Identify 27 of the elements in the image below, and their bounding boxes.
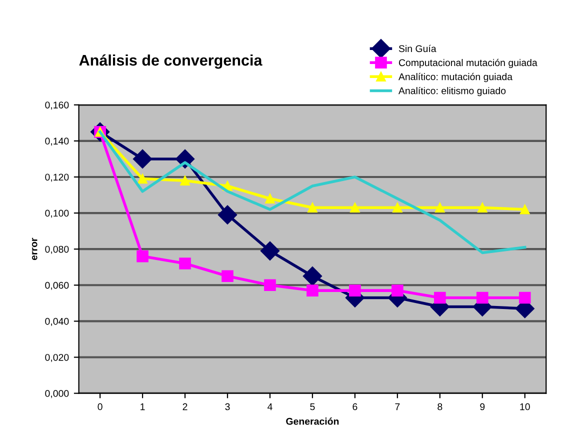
x-tick-label: 1	[140, 403, 145, 410]
x-axis-title: Generación	[286, 418, 339, 425]
y-tick-label: 0,020	[45, 354, 69, 362]
x-tick-label: 10	[520, 403, 530, 410]
y-axis-title: error	[32, 238, 38, 260]
x-tick-label: 9	[480, 403, 485, 410]
x-tick-label: 3	[225, 403, 230, 410]
legend-label: Analítico: mutación guiada	[398, 72, 513, 82]
x-tick-label: 7	[395, 403, 400, 410]
y-tick-label: 0,000	[45, 390, 69, 398]
y-tick-label: 0,140	[45, 138, 69, 146]
x-tick-label: 0	[98, 403, 102, 410]
y-tick-label: 0,100	[45, 210, 69, 218]
y-tick-label: 0,120	[45, 174, 69, 182]
y-tick-label: 0,080	[45, 246, 69, 254]
y-tick-label: 0,060	[45, 282, 69, 290]
x-tick-label: 5	[310, 403, 315, 410]
legend-label: Sin Guía	[398, 44, 436, 52]
y-tick-label: 0,160	[45, 102, 69, 110]
x-tick-label: 6	[352, 403, 358, 410]
x-tick-label: 4	[268, 403, 272, 410]
y-tick-label: 0,040	[45, 318, 69, 326]
legend-label: Computacional mutación guiada	[398, 58, 538, 68]
x-tick-label: 8	[438, 403, 442, 410]
chart-title: Análisis de convergencia	[79, 54, 262, 69]
x-tick-label: 2	[182, 403, 188, 410]
legend-label: Analítico: elitismo guiado	[398, 86, 506, 96]
